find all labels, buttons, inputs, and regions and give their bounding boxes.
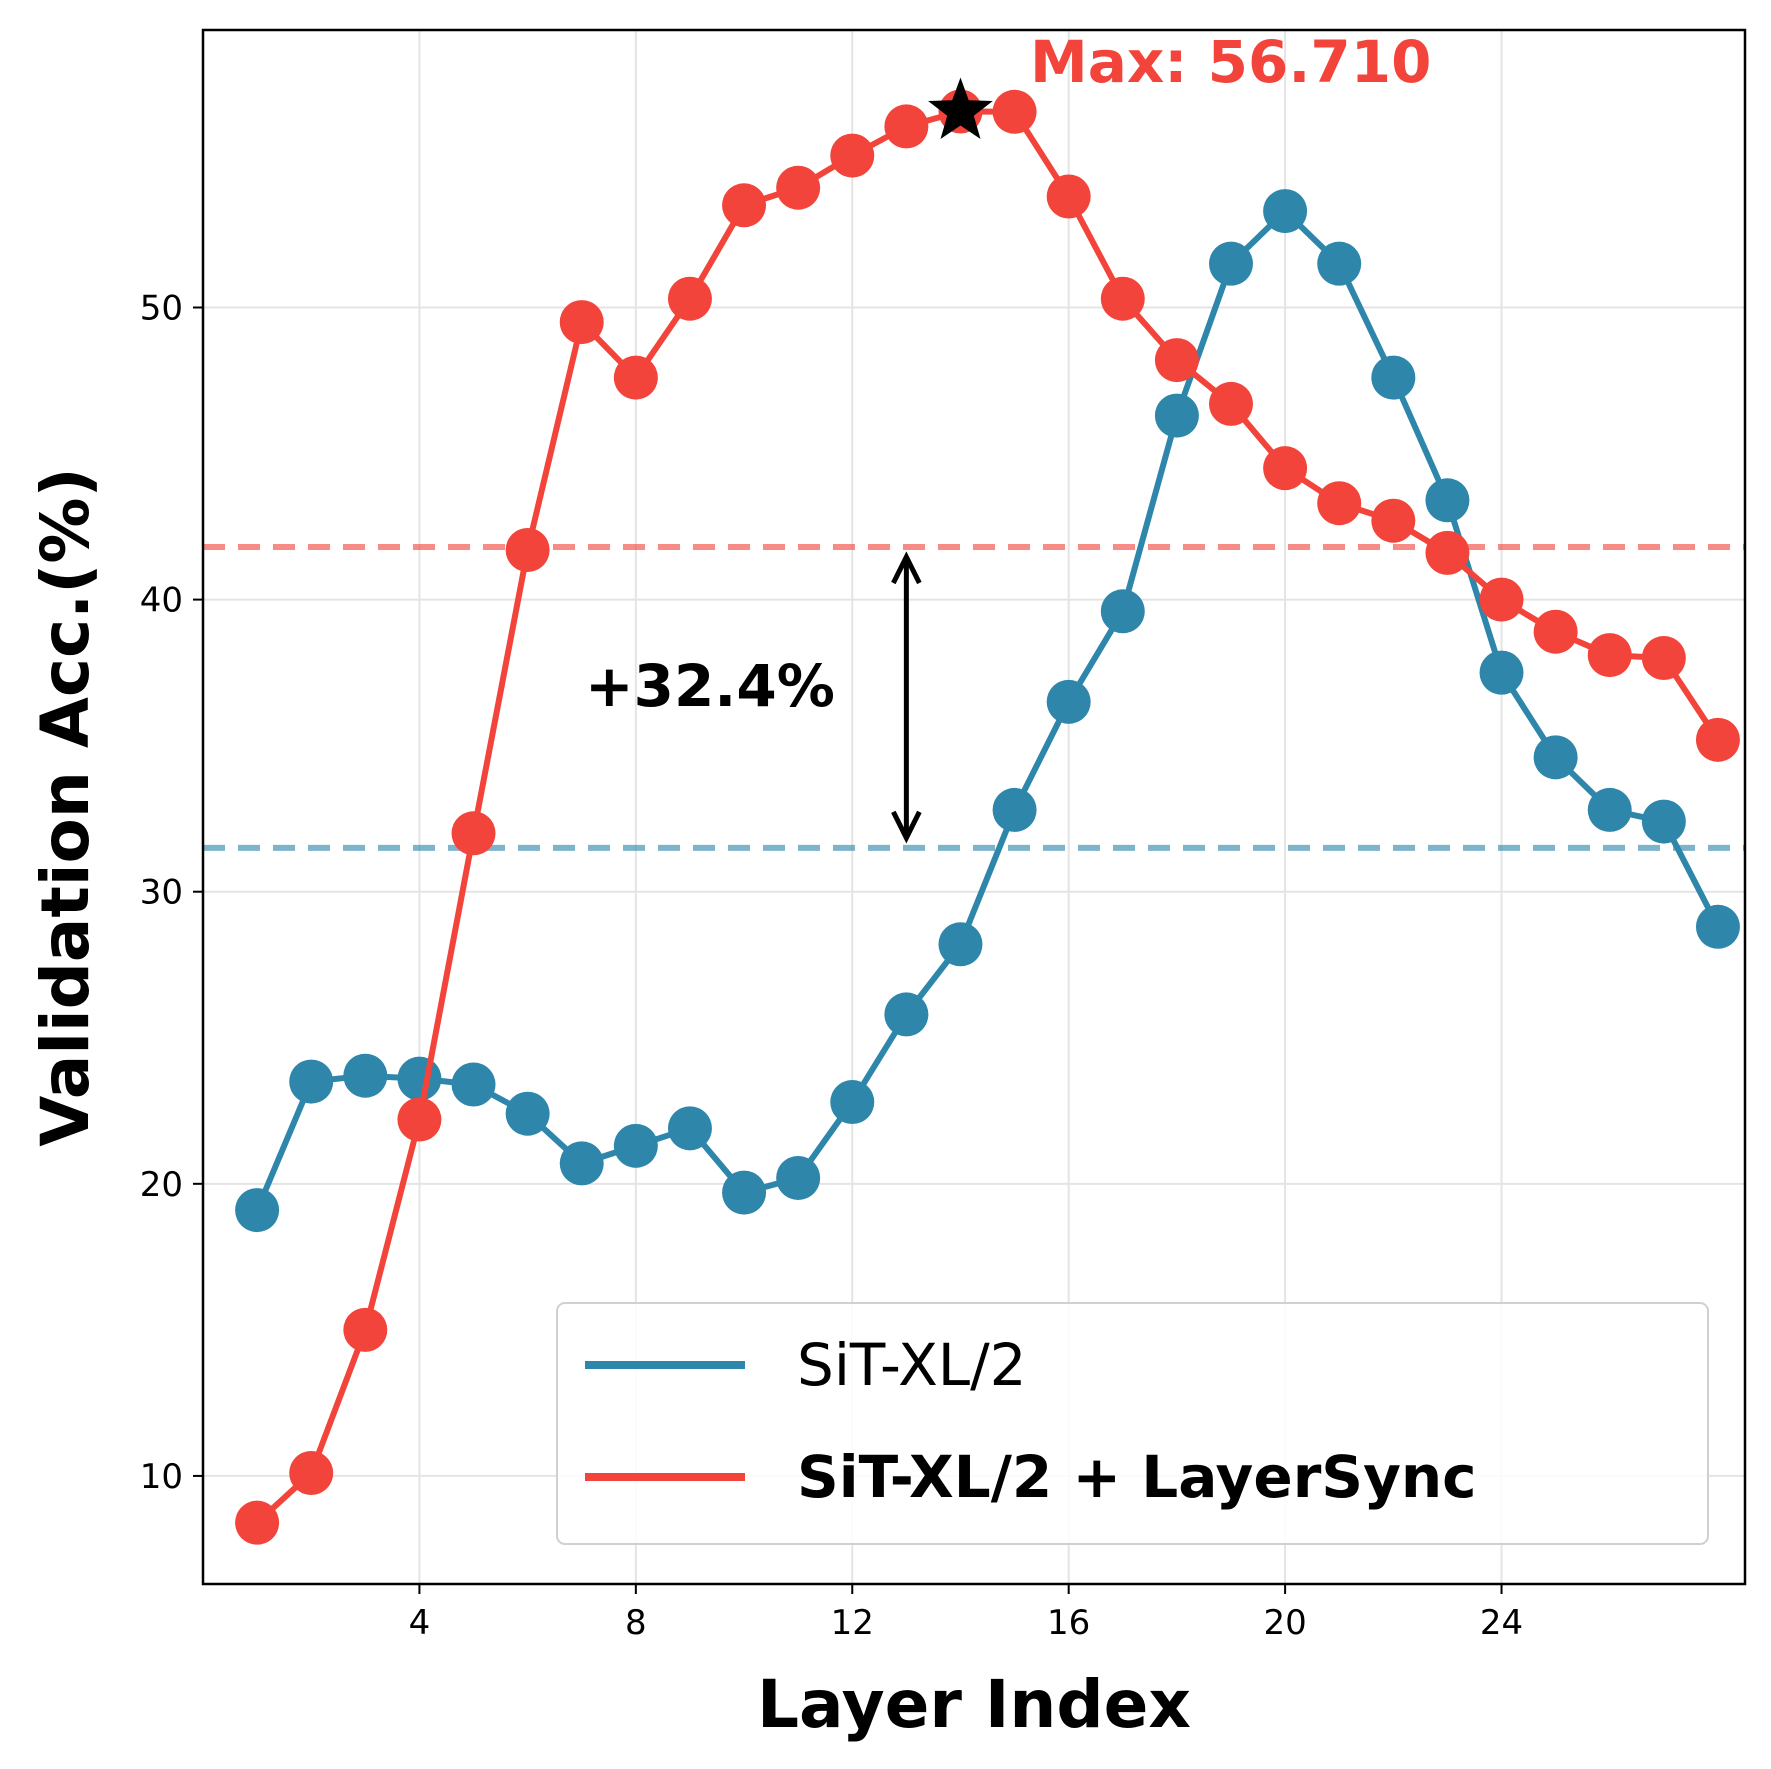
data-point <box>1317 241 1362 286</box>
data-point <box>1587 787 1632 832</box>
data-point <box>397 1097 442 1142</box>
data-point <box>1046 679 1091 724</box>
x-tick-label: 12 <box>831 1603 874 1643</box>
data-point <box>776 165 821 210</box>
data-point <box>1371 355 1416 400</box>
data-point <box>613 1123 658 1168</box>
y-axis-title: Validation Acc.(%) <box>27 467 104 1146</box>
data-point <box>1100 276 1145 321</box>
legend-box <box>556 1302 1709 1545</box>
data-point <box>1695 904 1740 949</box>
data-point <box>1641 799 1686 844</box>
data-point <box>451 811 496 856</box>
data-point <box>992 89 1037 134</box>
y-tick-label: 50 <box>140 289 183 329</box>
data-point <box>289 1451 334 1495</box>
data-point <box>1425 478 1470 523</box>
data-point <box>1317 481 1362 526</box>
data-point <box>505 527 550 572</box>
data-point <box>559 300 604 345</box>
data-point <box>1263 189 1308 234</box>
legend-label: SiT-XL/2 <box>797 1331 1027 1399</box>
data-point <box>830 1080 875 1125</box>
data-point <box>1154 393 1199 438</box>
data-point <box>1425 530 1470 575</box>
data-point <box>1046 174 1091 219</box>
legend-label: SiT-XL/2 + LayerSync <box>797 1443 1477 1511</box>
data-point <box>289 1059 334 1104</box>
gap-label: +32.4% <box>585 652 835 720</box>
data-point <box>451 1062 496 1107</box>
annotation-layer: Max: 56.710 +32.4% <box>585 28 1431 844</box>
data-point <box>1263 446 1308 491</box>
y-tick-label: 30 <box>140 873 183 913</box>
data-point <box>1371 498 1416 543</box>
y-tick-label: 40 <box>140 581 183 621</box>
plot-frame <box>201 28 1747 1586</box>
data-point <box>722 1170 767 1215</box>
x-tick-label: 4 <box>409 1603 431 1643</box>
x-tick-label: 24 <box>1480 1603 1523 1643</box>
data-point <box>235 1188 280 1233</box>
data-point <box>559 1141 604 1186</box>
legend: SiT-XL/2 SiT-XL/2 + LayerSync <box>556 1302 1709 1545</box>
data-point <box>235 1500 280 1545</box>
data-point <box>1209 241 1253 286</box>
data-point <box>1100 589 1145 634</box>
data-point <box>722 183 767 228</box>
x-axis-title: Layer Index <box>757 1666 1191 1743</box>
x-tick-label: 20 <box>1263 1603 1306 1643</box>
data-point <box>1209 381 1253 426</box>
data-point <box>613 355 658 400</box>
data-point <box>343 1307 388 1352</box>
data-point <box>505 1091 550 1136</box>
series-line <box>254 208 1721 1212</box>
y-tick-label: 20 <box>140 1165 183 1205</box>
data-point <box>992 787 1037 832</box>
data-point <box>938 922 983 967</box>
data-point <box>1533 735 1578 780</box>
series-layer <box>235 89 1740 1545</box>
x-tick-label: 16 <box>1047 1603 1090 1643</box>
x-tick-label: 8 <box>625 1603 647 1643</box>
data-point <box>884 992 929 1037</box>
data-point <box>830 133 875 178</box>
data-point <box>1695 717 1740 762</box>
data-point <box>667 276 712 321</box>
data-point <box>1479 650 1524 695</box>
series-line <box>255 108 1721 1525</box>
data-point <box>1154 338 1199 383</box>
data-point <box>667 1106 712 1151</box>
data-point <box>1479 577 1524 622</box>
data-point <box>1641 636 1686 681</box>
data-point <box>1587 633 1632 678</box>
data-point <box>1533 609 1578 654</box>
max-label: Max: 56.710 <box>1030 28 1431 96</box>
y-tick-label: 10 <box>140 1457 183 1497</box>
axes: 4 8 12 16 20 24 10 20 30 40 50 Layer Index Validatio… <box>27 28 1747 1743</box>
data-point <box>884 104 929 149</box>
gap-arrow-head-bottom <box>891 810 922 844</box>
data-point <box>397 1056 442 1101</box>
max-star-marker <box>928 77 993 139</box>
data-point <box>776 1155 821 1200</box>
gap-arrow-head-top <box>891 551 922 585</box>
data-point <box>343 1053 388 1098</box>
